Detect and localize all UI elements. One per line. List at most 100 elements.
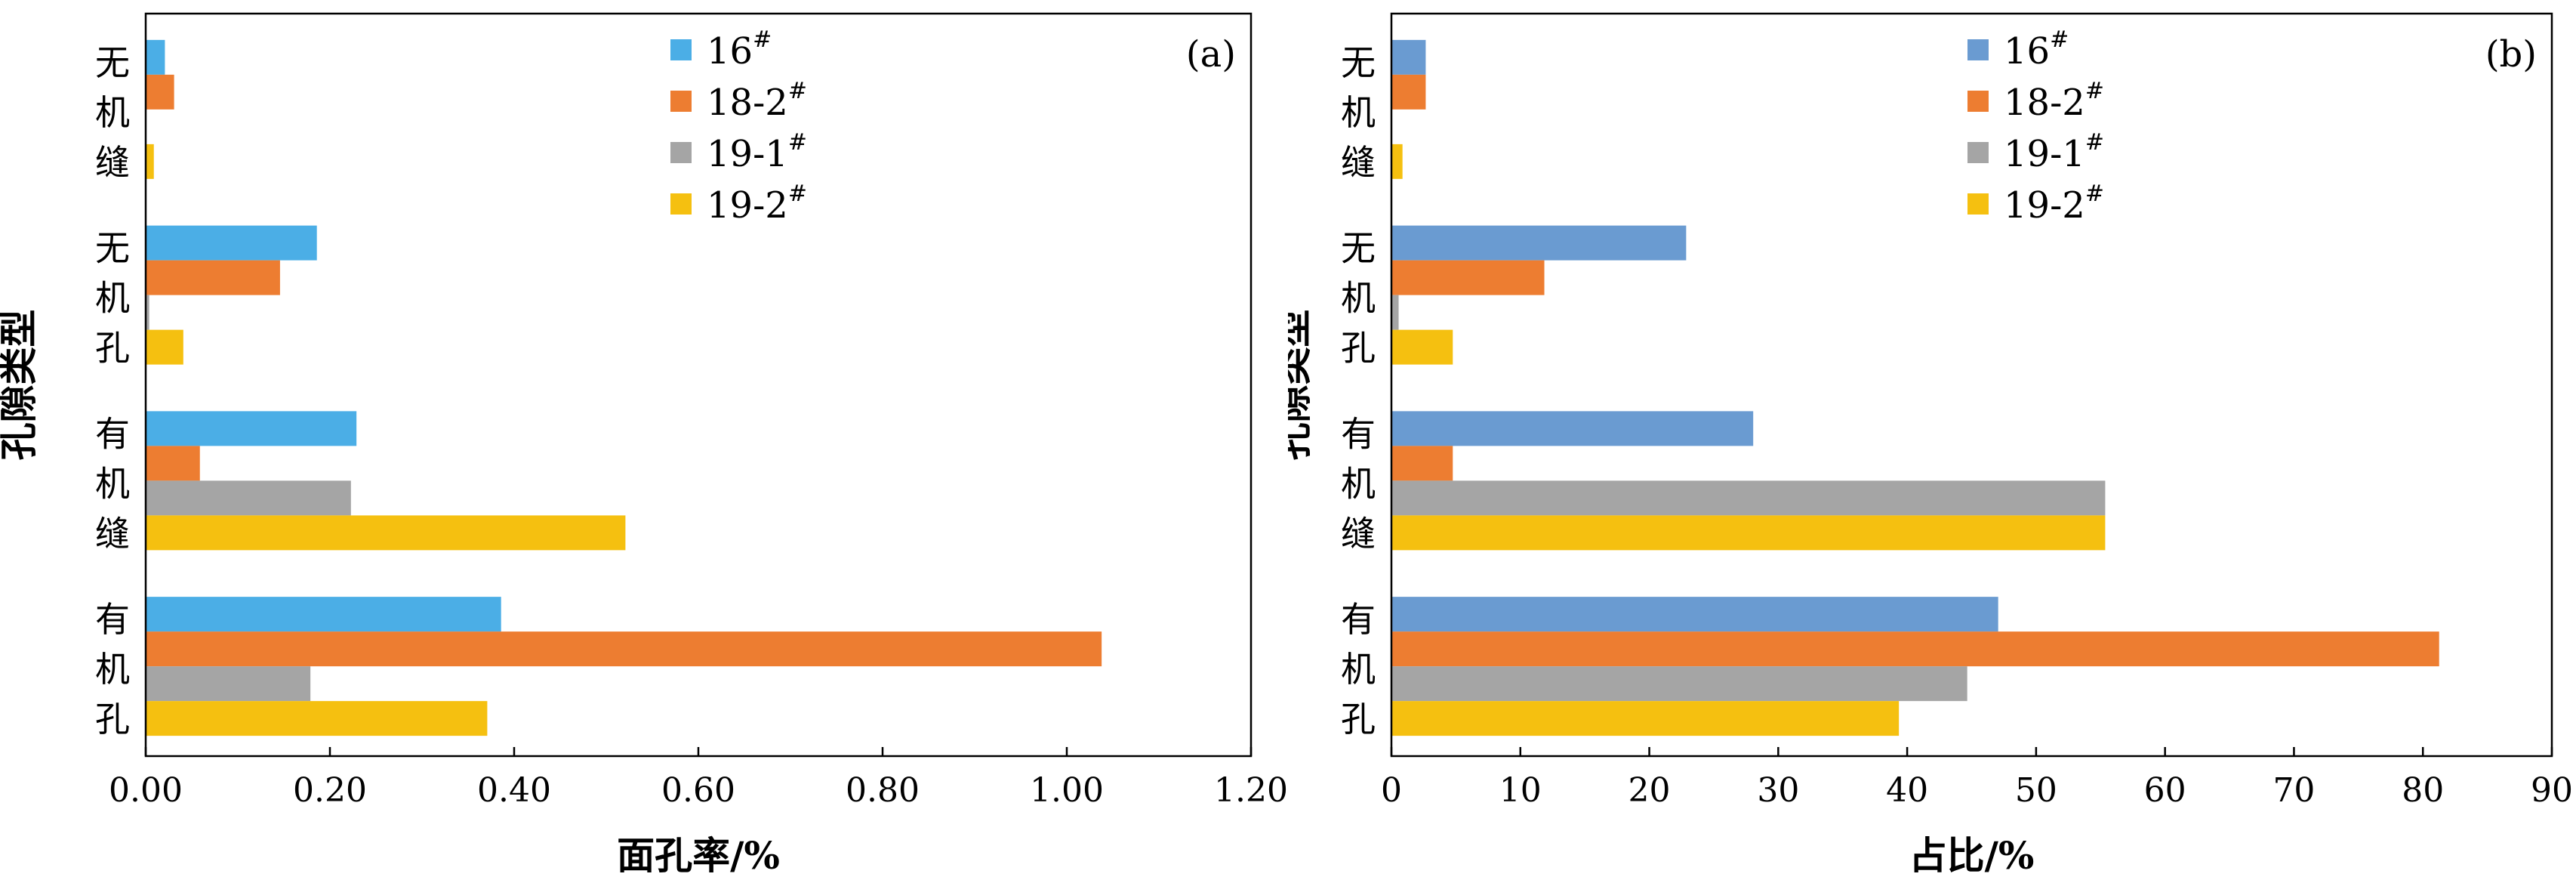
- category-label-char: 机: [1341, 649, 1376, 690]
- x-tick-label: 70: [2272, 771, 2315, 810]
- legend-name: 16: [707, 30, 753, 73]
- legend-swatch-16: [1967, 39, 1989, 60]
- bar-19-2-1: [1392, 329, 1453, 365]
- category-label-char: 机: [1341, 92, 1376, 133]
- x-tick-label: 40: [1886, 771, 1928, 810]
- legend-label-19-1: 19-1#: [2004, 129, 2104, 175]
- x-tick-label: 0: [1381, 771, 1402, 810]
- category-label-char: 孔: [95, 699, 130, 739]
- category-label-char: 机: [95, 278, 130, 319]
- legend-name: 18-2: [2004, 82, 2085, 124]
- x-tick-label: 50: [2015, 771, 2057, 810]
- legend-sup: #: [788, 78, 807, 104]
- bar-19-2-0: [146, 144, 154, 179]
- category-label-char: 机: [95, 92, 130, 133]
- legend-sup: #: [753, 26, 772, 53]
- legend-name: 18-2: [707, 82, 788, 124]
- category-label-char: 机: [1341, 463, 1376, 504]
- bar-16-1: [1392, 225, 1687, 261]
- category-label-char: 机: [95, 649, 130, 690]
- bar-18-2-1: [146, 260, 280, 295]
- chart-1-svg: 0 10 20 30 40 50 60 70 80 90无机缝无机孔有机缝有机孔孔隙类型占比/%(…: [1271, 12, 2573, 878]
- legend-swatch-19-2: [670, 193, 692, 215]
- x-tick-label: 0.80: [846, 771, 920, 810]
- bar-18-2-2: [146, 446, 200, 481]
- bar-18-2-2: [1392, 446, 1453, 481]
- x-tick-label: 60: [2144, 771, 2186, 810]
- category-label-char: 有: [95, 599, 130, 640]
- bar-19-1-1: [146, 295, 149, 330]
- legend-name: 19-2: [707, 184, 788, 227]
- category-label-char: 缝: [1341, 513, 1376, 554]
- x-tick-label: 0.00: [109, 771, 183, 810]
- x-tick-label: 1.20: [1214, 771, 1288, 810]
- bar-19-1-3: [1392, 666, 1967, 702]
- legend-name: 19-2: [2004, 184, 2085, 227]
- bar-18-2-3: [1392, 631, 2439, 667]
- legend-swatch-19-1: [670, 142, 692, 163]
- legend-label-19-2: 19-2#: [2004, 181, 2104, 227]
- category-label-char: 无: [95, 228, 130, 269]
- chart-0-svg: 0.00 0.20 0.40 0.60 0.80 1.00 1.20无机缝无机孔有机缝有机孔…: [0, 12, 1288, 878]
- category-label-char: 有: [1341, 413, 1376, 454]
- category-label-char: 孔: [95, 328, 130, 369]
- category-label-char: 无: [1341, 228, 1376, 269]
- x-tick-label: 30: [1757, 771, 1799, 810]
- legend-sup: #: [2085, 129, 2104, 156]
- legend-name: 19-1: [707, 133, 788, 175]
- y-axis-title: 孔隙类型: [0, 310, 41, 461]
- bar-16-1: [146, 225, 317, 261]
- category-label-char: 机: [1341, 278, 1376, 319]
- x-tick-label: 10: [1499, 771, 1542, 810]
- panel-label: (a): [1186, 33, 1236, 76]
- bar-16-2: [146, 411, 357, 446]
- bar-19-2-0: [1392, 144, 1403, 179]
- legend-swatch-18-2: [1967, 91, 1989, 112]
- legend-swatch-18-2: [670, 91, 692, 112]
- bar-16-0: [146, 39, 165, 75]
- x-tick-label: 0.20: [293, 771, 367, 810]
- bar-19-1-2: [146, 480, 351, 516]
- x-tick-label: 90: [2531, 771, 2573, 810]
- x-tick-label: 20: [1628, 771, 1671, 810]
- legend-swatch-19-1: [1967, 142, 1989, 163]
- bar-16-3: [146, 597, 501, 632]
- legend-label-19-2: 19-2#: [707, 181, 807, 227]
- bar-16-2: [1392, 411, 1754, 446]
- legend-label-18-2: 18-2#: [2004, 78, 2104, 124]
- bar-18-2-0: [1392, 74, 1426, 110]
- bar-18-2-1: [1392, 260, 1545, 295]
- plot-frame: [1390, 12, 2553, 758]
- x-tick-label: 0.40: [477, 771, 551, 810]
- category-label-char: 缝: [95, 142, 130, 183]
- category-label-char: 孔: [1341, 328, 1376, 369]
- legend-label-16: 16#: [2004, 26, 2069, 73]
- category-label-char: 有: [1341, 599, 1376, 640]
- x-tick-label: 1.00: [1030, 771, 1104, 810]
- legend-sup: #: [788, 129, 807, 156]
- category-label-char: 缝: [95, 513, 130, 554]
- bar-18-2-0: [146, 74, 174, 110]
- chart-b: 0 10 20 30 40 50 60 70 80 90 无机缝无机孔有机缝有机孔孔隙类型 占比/%(…: [1271, 0, 2576, 880]
- x-axis-title: 面孔率/%: [617, 833, 780, 878]
- x-axis-title: 占比/%: [1909, 833, 2035, 878]
- category-label-char: 无: [95, 42, 130, 83]
- bar-16-0: [1392, 39, 1426, 75]
- legend-label-18-2: 18-2#: [707, 78, 807, 124]
- bar-19-2-1: [146, 329, 183, 365]
- x-tick-label: 0.60: [661, 771, 735, 810]
- bar-16-3: [1392, 597, 1998, 632]
- bar-18-2-3: [146, 631, 1102, 667]
- category-label-char: 无: [1341, 42, 1376, 83]
- panel-label: (b): [2485, 33, 2537, 76]
- bar-19-2-2: [146, 515, 626, 551]
- bar-19-2-3: [1392, 701, 1900, 736]
- legend-sup: #: [788, 181, 807, 207]
- legend-sup: #: [2085, 78, 2104, 104]
- category-label-char: 有: [95, 413, 130, 454]
- legend-sup: #: [2050, 26, 2069, 53]
- legend-label-19-1: 19-1#: [707, 129, 807, 175]
- bar-19-2-2: [1392, 515, 2106, 551]
- bar-19-1-3: [146, 666, 311, 702]
- bar-19-1-1: [1392, 295, 1399, 330]
